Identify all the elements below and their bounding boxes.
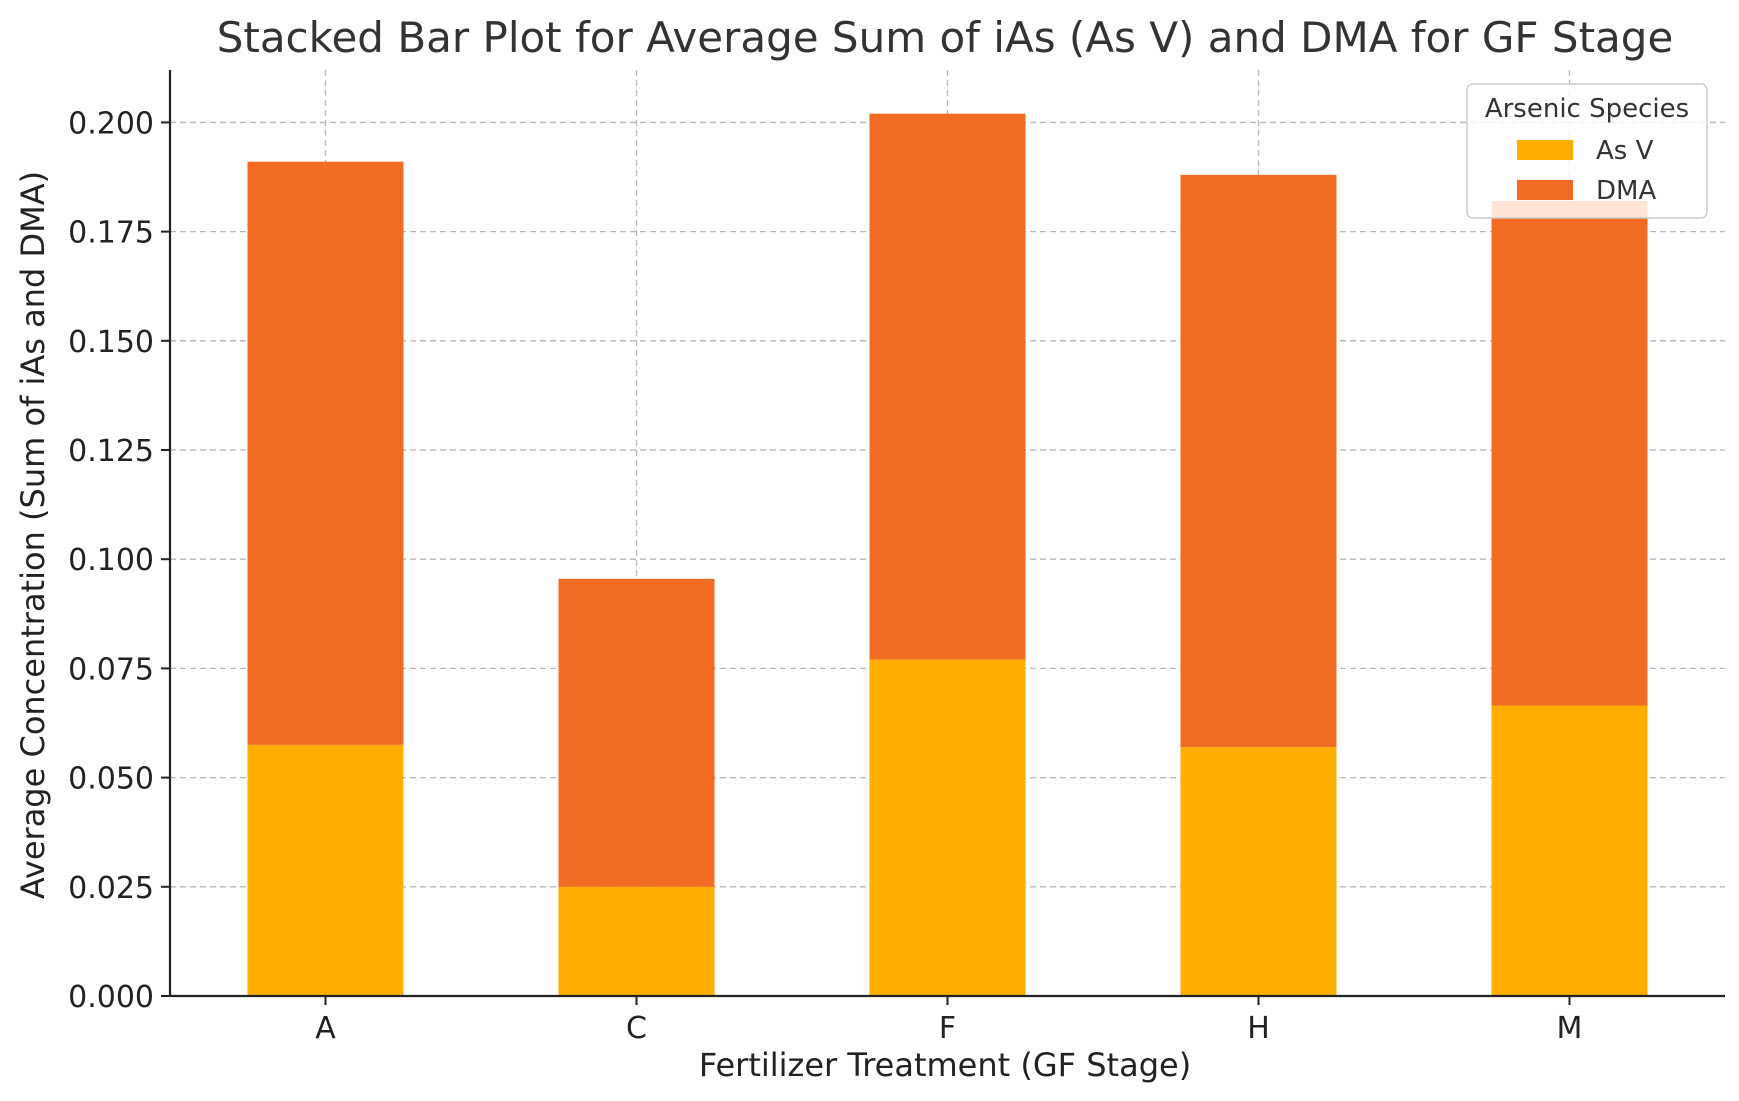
- y-tick-label: 0.000: [68, 980, 154, 1015]
- y-tick-label: 0.150: [68, 325, 154, 360]
- legend-title: Arsenic Species: [1485, 94, 1689, 124]
- y-tick-label: 0.100: [68, 543, 154, 578]
- tick-labels: 0.000 0.025 0.050 0.075 0.100 0.125 0.150 0.175…: [68, 106, 1582, 1046]
- y-tick-label: 0.050: [68, 762, 154, 797]
- x-axis-label: Fertilizer Treatment (GF Stage): [699, 1046, 1191, 1084]
- legend-label-dma: DMA: [1596, 176, 1656, 206]
- bar-c-dma: [558, 578, 715, 887]
- legend-label-as-v: As V: [1596, 136, 1654, 166]
- bars: [247, 113, 1648, 996]
- x-tick-label: F: [939, 1011, 956, 1046]
- legend-items: As V DMA: [1517, 136, 1656, 206]
- y-tick-label: 0.175: [68, 216, 154, 251]
- bar-f-as-v: [869, 659, 1026, 996]
- legend-swatch-as-v: [1517, 140, 1573, 160]
- bar-h-dma: [1180, 174, 1337, 748]
- bar-a-dma: [247, 161, 404, 745]
- x-tick-label: A: [315, 1011, 336, 1046]
- bar-c-as-v: [558, 886, 715, 996]
- y-tick-label: 0.125: [68, 434, 154, 469]
- x-tick-label: C: [626, 1011, 647, 1046]
- bar-m-dma: [1491, 201, 1648, 706]
- y-tick-label: 0.200: [68, 106, 154, 141]
- bar-a-as-v: [247, 744, 404, 996]
- bar-h-as-v: [1180, 747, 1337, 996]
- y-tick-label: 0.025: [68, 871, 154, 906]
- x-tick-label: H: [1247, 1011, 1270, 1046]
- chart-title: Stacked Bar Plot for Average Sum of iAs …: [217, 13, 1674, 62]
- y-tick-label: 0.075: [68, 652, 154, 687]
- legend: Arsenic Species As V DMA: [1466, 83, 1708, 219]
- bar-f-dma: [869, 113, 1026, 660]
- axes: [161, 70, 1725, 1005]
- bar-m-as-v: [1491, 705, 1648, 996]
- legend-swatch-dma: [1517, 180, 1573, 200]
- x-tick-label: M: [1557, 1011, 1583, 1046]
- y-axis-label: Average Concentration (Sum of iAs and DM…: [14, 171, 52, 899]
